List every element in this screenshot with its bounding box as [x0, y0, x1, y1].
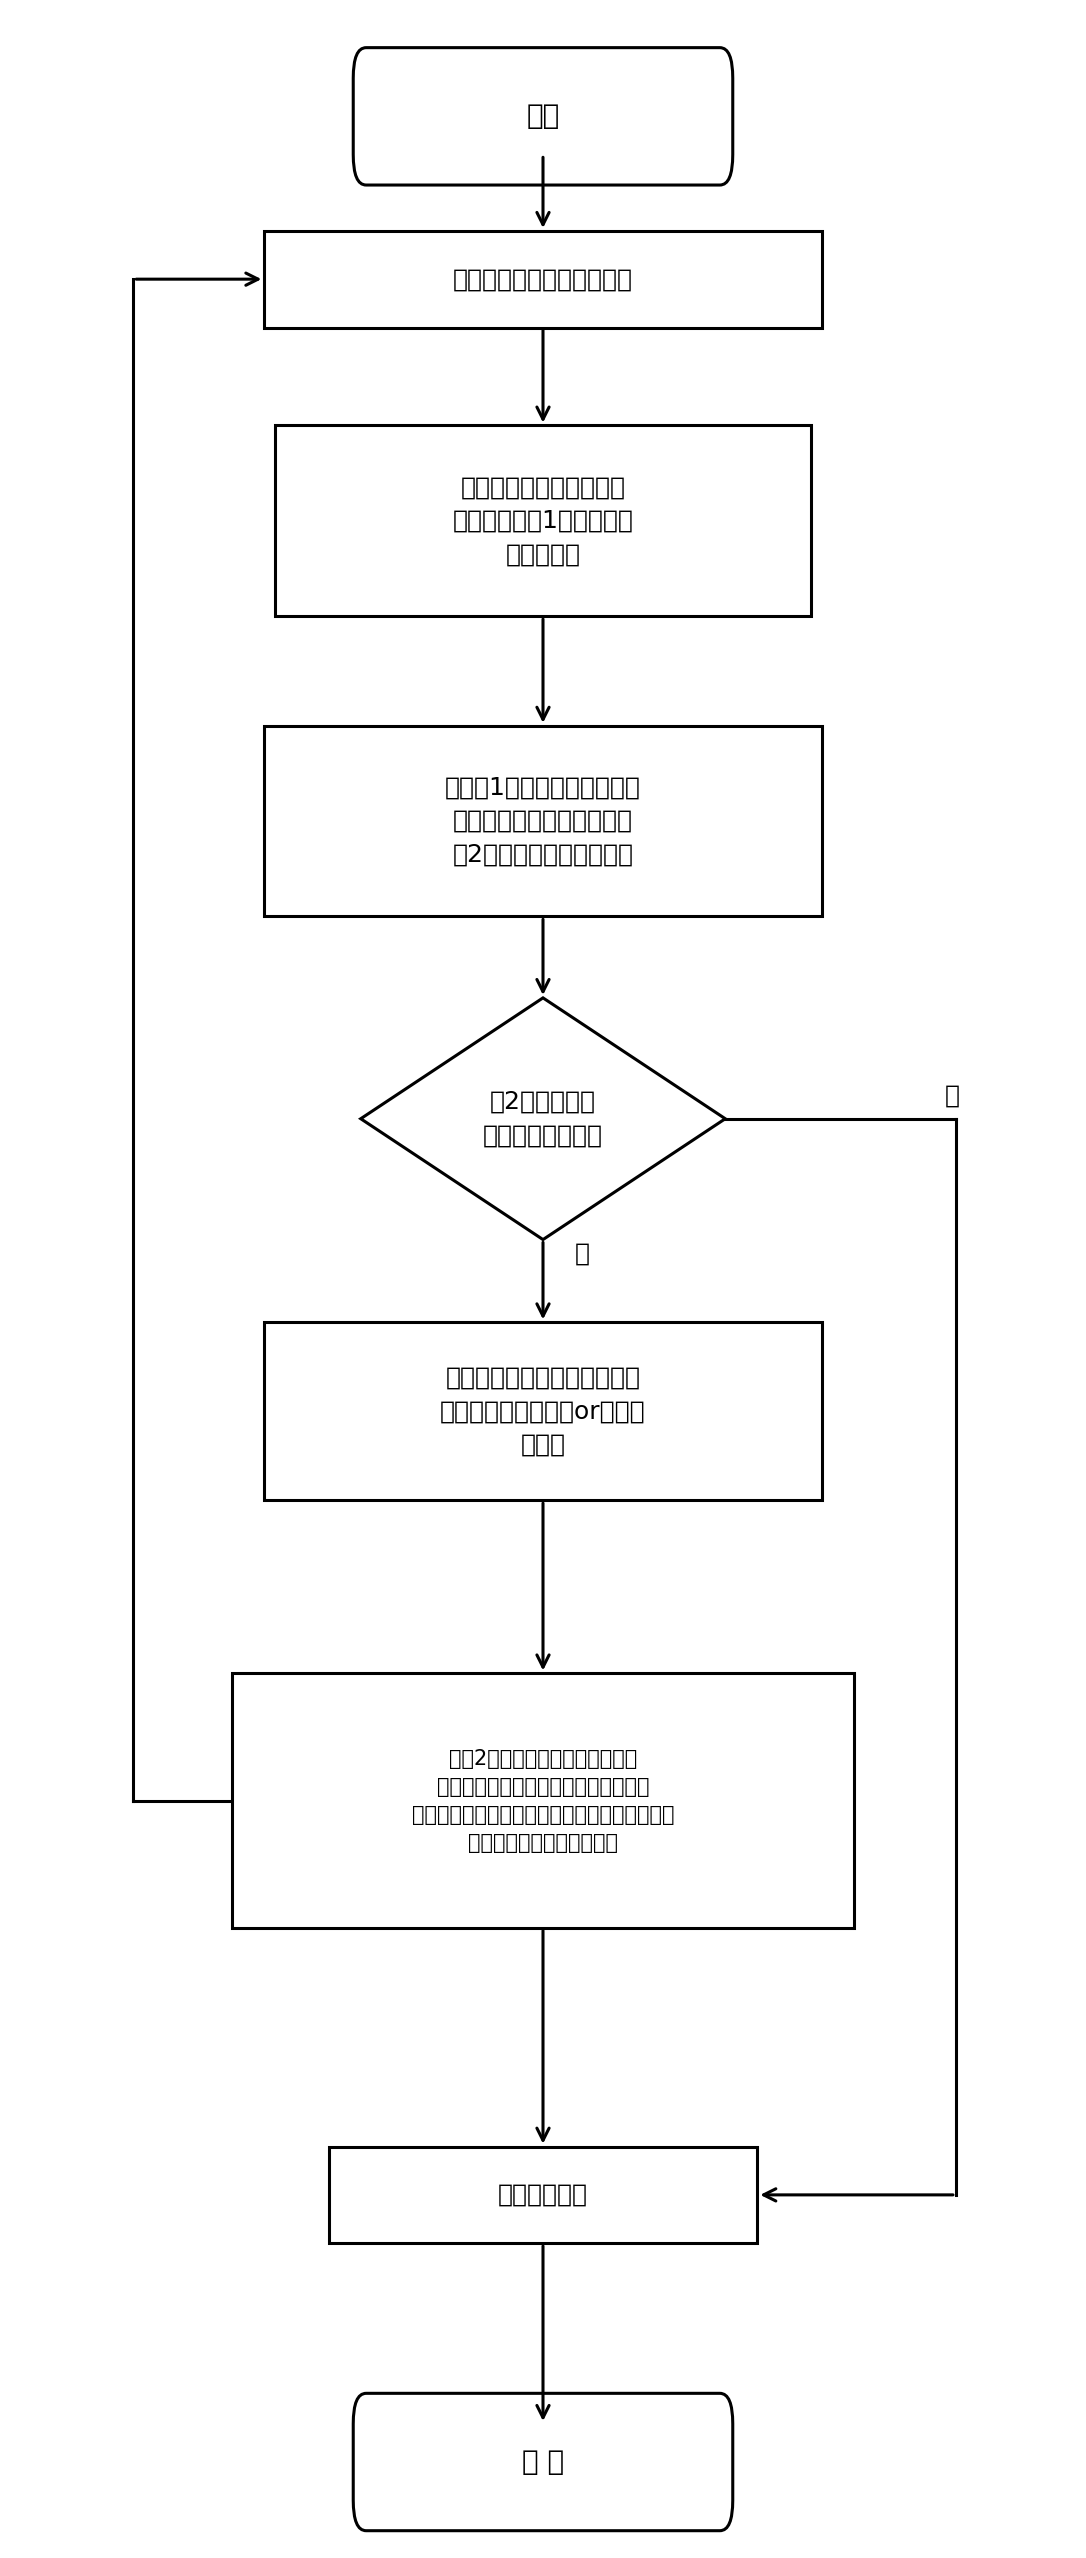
- Text: 否: 否: [576, 1241, 590, 1266]
- FancyBboxPatch shape: [353, 49, 733, 184]
- Text: 逻辑门组合并: 逻辑门组合并: [498, 2182, 588, 2208]
- Text: 遍历第1级门控时钟的输出，
追踪所有扇出单元，抽取出
第2级的门控时钟单元集合: 遍历第1级门控时钟的输出， 追踪所有扇出单元，抽取出 第2级的门控时钟单元集合: [445, 775, 641, 867]
- Bar: [264, 726, 822, 916]
- Bar: [329, 2146, 757, 2243]
- Text: 开始: 开始: [527, 102, 559, 130]
- Polygon shape: [361, 998, 725, 1241]
- Text: 遍历集合中的门控时钟，确定
其类型（高电平触发or低电平
触发）: 遍历集合中的门控时钟，确定 其类型（高电平触发or低电平 触发）: [440, 1366, 646, 1458]
- Bar: [232, 1673, 854, 1929]
- Bar: [275, 425, 811, 616]
- Text: 找到时钟根节点输出的连线: 找到时钟根节点输出的连线: [453, 266, 633, 292]
- Bar: [264, 230, 822, 327]
- Text: 由连线追踪到所有扇出单
元，抽取出第1级的门控时
钟单元集合: 由连线追踪到所有扇出单 元，抽取出第1级的门控时 钟单元集合: [453, 476, 633, 565]
- Text: 是: 是: [945, 1085, 960, 1108]
- FancyBboxPatch shape: [353, 2394, 733, 2530]
- Text: 第2级门控时钟
单元集合是否为空: 第2级门控时钟 单元集合是否为空: [483, 1090, 603, 1149]
- Text: 对第2级门控时钟进行以下处理：
把门控时钟的时钟端连接到时钟根节点
以本门控时钟单元的类型为依据，在门控时钟的
使能端添加相应的逻辑门组: 对第2级门控时钟进行以下处理： 把门控时钟的时钟端连接到时钟根节点 以本门控时钟…: [412, 1750, 674, 1852]
- Bar: [264, 1322, 822, 1502]
- Text: 结 束: 结 束: [522, 2448, 564, 2476]
